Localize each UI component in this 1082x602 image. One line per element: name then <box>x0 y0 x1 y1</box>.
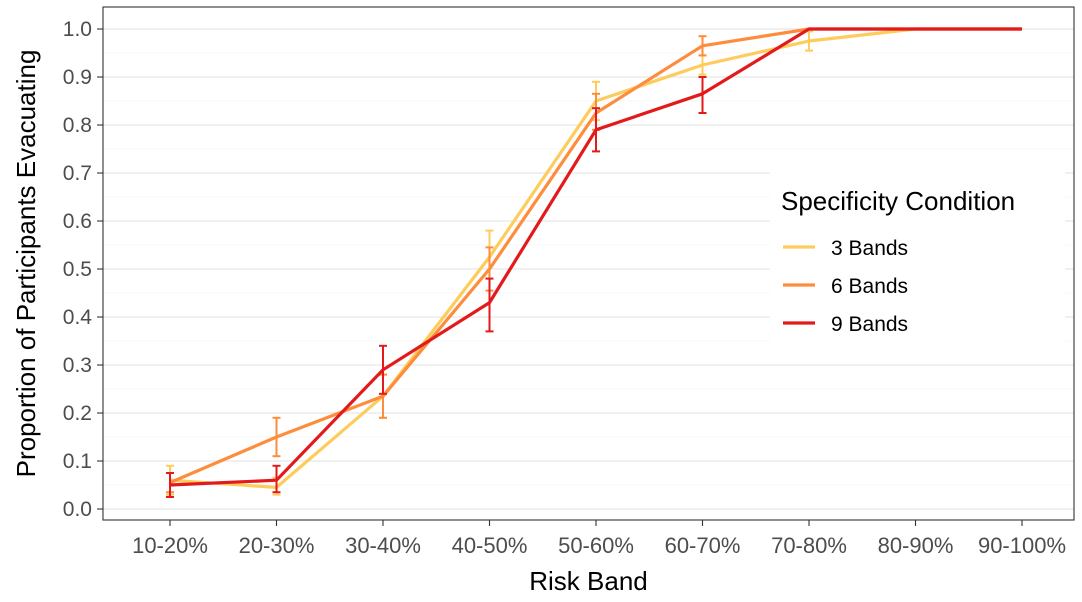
x-axis-title: Risk Band <box>529 566 648 596</box>
x-tick-label: 90-100% <box>978 533 1066 558</box>
legend-title: Specificity Condition <box>781 186 1015 216</box>
y-axis-ticks: 0.0 0.1 0.2 0.3 0.4 0.5 0.6 0.7 0.8 0.9 1.0 <box>63 18 103 521</box>
y-tick-label: 0.7 <box>63 162 92 185</box>
x-tick-label: 30-40% <box>345 533 421 558</box>
x-tick-label: 60-70% <box>665 533 741 558</box>
legend-label: 6 Bands <box>831 275 908 298</box>
y-tick-label: 0.1 <box>63 450 92 473</box>
y-tick-label: 0.4 <box>63 306 93 329</box>
y-tick-label: 0.2 <box>63 402 92 425</box>
legend-label: 3 Bands <box>831 237 908 260</box>
y-axis-title: Proportion of Participants Evacuating <box>11 50 41 478</box>
y-tick-label: 1.0 <box>63 18 92 41</box>
x-tick-label: 80-90% <box>878 533 954 558</box>
x-tick-label: 10-20% <box>132 533 208 558</box>
y-tick-label: 0.8 <box>63 114 92 137</box>
legend-label: 9 Bands <box>831 313 908 336</box>
legend: Specificity Condition 3 Bands 6 Bands 9 Ba… <box>770 170 1065 345</box>
y-tick-label: 0.5 <box>63 258 92 281</box>
x-tick-label: 40-50% <box>452 533 528 558</box>
y-tick-label: 0.0 <box>63 498 92 521</box>
y-tick-label: 0.6 <box>63 210 92 233</box>
y-tick-label: 0.3 <box>63 354 92 377</box>
x-tick-label: 70-80% <box>771 533 847 558</box>
x-axis-ticks: 10-20% 20-30% 30-40% 40-50% 50-60% 60-70% 70-8… <box>132 520 1066 558</box>
y-tick-label: 0.9 <box>63 66 92 89</box>
x-tick-label: 20-30% <box>239 533 315 558</box>
x-tick-label: 50-60% <box>558 533 634 558</box>
